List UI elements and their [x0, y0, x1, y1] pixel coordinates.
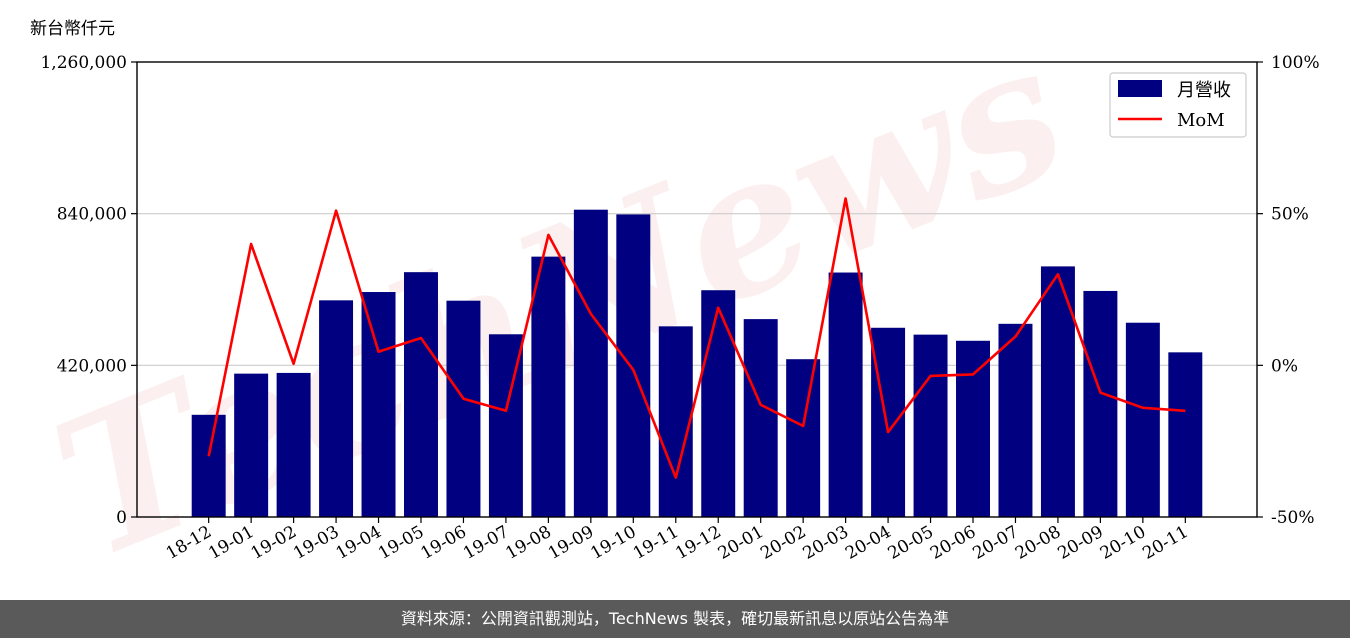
legend-swatch-bar: [1118, 80, 1162, 97]
bar-20-04: [871, 327, 906, 517]
bar-19-08: [531, 256, 566, 517]
bar-20-05: [913, 334, 948, 517]
bar-19-04: [361, 292, 396, 517]
bar-20-10: [1125, 322, 1160, 517]
left-tick-label: 0: [116, 508, 127, 528]
bar-19-05: [404, 272, 438, 517]
right-tick-label: 50%: [1271, 205, 1309, 225]
x-tick-label-20-11: 20-11: [1139, 522, 1191, 564]
x-tick-label-20-04: 20-04: [842, 522, 894, 564]
x-tick-label-19-10: 19-10: [587, 522, 639, 564]
x-tick-label-19-03: 19-03: [290, 522, 342, 564]
right-tick-label: 100%: [1271, 53, 1320, 73]
bar-19-03: [319, 300, 354, 517]
y-axis-unit-label: 新台幣仟元: [30, 19, 115, 39]
bar-19-01: [234, 373, 269, 517]
bar-19-09: [573, 209, 608, 517]
x-tick-label-18-12: 18-12: [163, 522, 215, 564]
bar-20-03: [828, 272, 863, 517]
x-tick-label-19-09: 19-09: [545, 522, 597, 564]
x-tick-label-19-11: 19-11: [630, 522, 682, 564]
bar-20-09: [1083, 290, 1118, 517]
legend: 月營收 MoM: [1109, 72, 1247, 138]
x-tick-label-19-08: 19-08: [502, 522, 554, 564]
x-tick-label-19-01: 19-01: [205, 522, 257, 564]
left-tick-label: 1,260,000: [40, 53, 127, 73]
x-tick-label-20-01: 20-01: [715, 522, 767, 564]
bar-19-06: [446, 300, 481, 517]
bar-20-11: [1168, 352, 1203, 517]
bar-20-06: [956, 340, 990, 517]
x-tick-label-19-04: 19-04: [333, 522, 385, 564]
right-tick-label: -50%: [1271, 508, 1315, 528]
x-tick-label-19-02: 19-02: [248, 522, 300, 564]
revenue-chart: 0 420,000 840,000 1,260,000 -50% 0% 50% 100% 18-…: [40, 53, 1320, 564]
x-tick-label-20-05: 20-05: [885, 522, 937, 564]
legend-label-revenue: 月營收: [1177, 80, 1231, 101]
x-tick-label-20-08: 20-08: [1012, 522, 1064, 564]
source-footer: 資料來源：公開資訊觀測站，TechNews 製表，確切最新訊息以原站公告為準: [0, 600, 1350, 638]
x-tick-label-20-10: 20-10: [1097, 522, 1149, 564]
x-tick-label-19-05: 19-05: [375, 522, 427, 564]
x-tick-label-20-06: 20-06: [927, 522, 979, 564]
plot-frame: [136, 61, 1258, 518]
x-tick-label-20-09: 20-09: [1054, 522, 1106, 564]
left-tick-label: 420,000: [57, 356, 127, 376]
x-tick-label-20-03: 20-03: [800, 522, 852, 564]
bar-19-02: [276, 372, 311, 517]
x-tick-label-19-07: 19-07: [460, 522, 512, 564]
x-tick-label-20-02: 20-02: [757, 522, 809, 564]
x-tick-label-20-07: 20-07: [970, 522, 1022, 564]
bar-19-11: [658, 326, 693, 517]
right-tick-label: 0%: [1271, 356, 1298, 376]
bar-19-12: [701, 290, 736, 517]
bar-20-07: [998, 323, 1033, 517]
bar-18-12: [191, 414, 226, 517]
bar-20-01: [743, 319, 778, 517]
legend-label-mom: MoM: [1177, 110, 1225, 131]
bar-20-02: [786, 359, 821, 517]
x-tick-label-19-12: 19-12: [672, 522, 724, 564]
left-tick-label: 840,000: [57, 205, 127, 225]
x-tick-label-19-06: 19-06: [418, 522, 470, 564]
mom-line: [207, 197, 1186, 479]
bar-19-10: [616, 214, 651, 517]
